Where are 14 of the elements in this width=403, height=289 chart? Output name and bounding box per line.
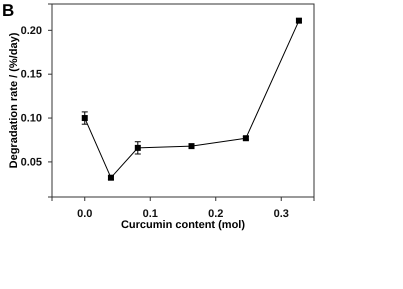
y-tick-label: 0.05 — [20, 156, 42, 168]
y-axis-title: Degradation rate / (%/day) — [8, 32, 20, 168]
text: B — [2, 1, 14, 20]
y-tick-label: 0.20 — [20, 24, 42, 37]
y-tick-label: 0.15 — [20, 68, 42, 81]
x-tick-label: 0.3 — [274, 208, 289, 220]
x-tick-label: 0.2 — [208, 208, 224, 220]
x-tick-label: 0.1 — [142, 208, 158, 220]
x-tick-label: 0.0 — [77, 208, 92, 220]
point — [82, 115, 88, 122]
point — [188, 143, 195, 150]
x-axis-title: Curcumin content (mol) — [120, 219, 246, 231]
y-tick-label: 0.10 — [20, 112, 42, 125]
point — [134, 144, 141, 151]
